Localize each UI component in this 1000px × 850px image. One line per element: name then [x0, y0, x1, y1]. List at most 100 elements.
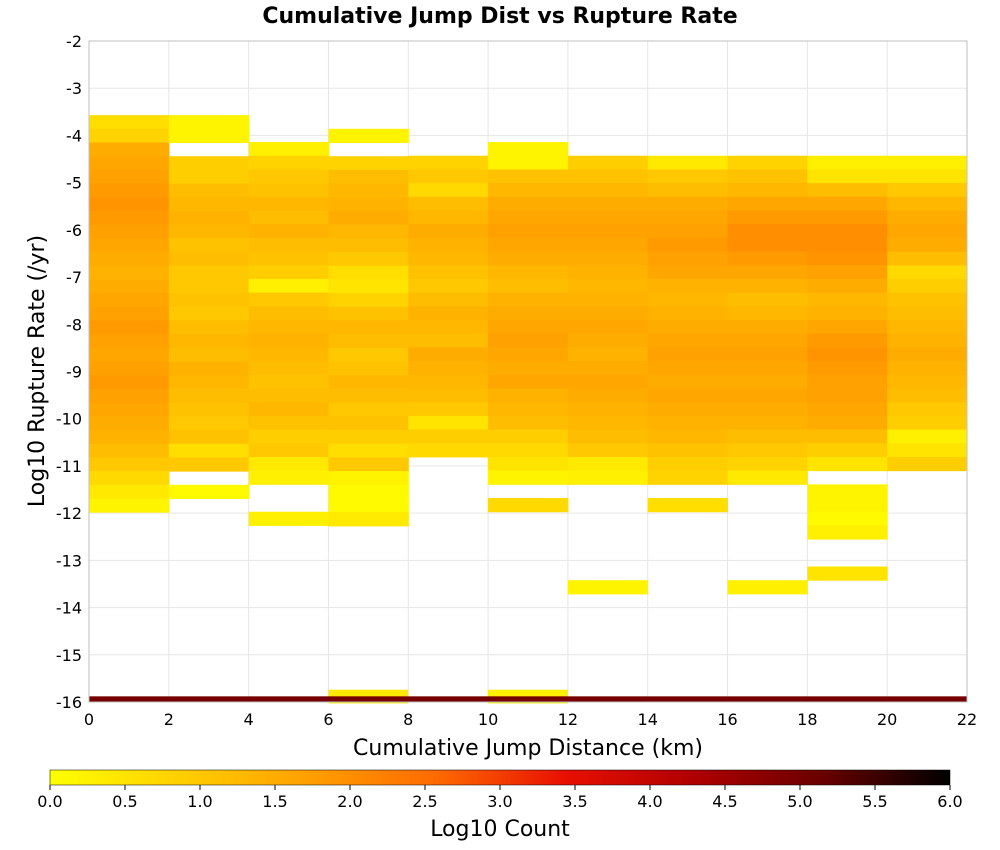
- heatmap-cell: [328, 443, 409, 458]
- heatmap-cell: [168, 457, 250, 472]
- heatmap-cell: [328, 471, 409, 486]
- x-tick-label: 18: [797, 710, 817, 729]
- heatmap-cell: [488, 470, 569, 485]
- heatmap-cell: [488, 278, 569, 294]
- heatmap-cell: [248, 347, 329, 362]
- y-axis-label: Log10 Rupture Rate (/yr): [25, 235, 50, 507]
- heatmap-cell: [408, 374, 489, 389]
- heatmap-cell: [807, 402, 888, 417]
- heatmap-cell: [488, 155, 569, 170]
- heatmap-cell: [488, 142, 569, 157]
- heatmap-cell: [408, 210, 489, 225]
- heatmap-cell: [887, 402, 968, 417]
- heatmap-cell: [647, 402, 729, 417]
- heatmap-cell: [727, 210, 808, 225]
- heatmap-cell: [807, 278, 888, 294]
- heatmap-cell: [567, 265, 649, 280]
- heatmap-cell: [89, 265, 170, 280]
- y-tick-label: -12: [56, 504, 82, 523]
- heatmap-cell: [647, 224, 729, 239]
- heatmap-cell: [328, 183, 409, 198]
- colorbar-tick-label: 4.5: [712, 792, 737, 811]
- heatmap-cell: [567, 361, 649, 376]
- heatmap-cell: [89, 156, 170, 171]
- colorbar-tick-label: 2.0: [337, 792, 362, 811]
- heatmap-cell: [248, 388, 329, 403]
- heatmap-cell: [727, 224, 808, 239]
- heatmap-cell: [248, 456, 329, 472]
- heatmap-cell: [567, 402, 649, 417]
- heatmap-cell: [887, 278, 968, 294]
- heatmap-cell: [248, 292, 329, 307]
- heatmap-cell: [567, 320, 649, 335]
- heatmap-cell: [567, 224, 649, 239]
- colorbar-tick-label: 1.0: [187, 792, 212, 811]
- heatmap-cell: [408, 155, 489, 170]
- heatmap-cell: [328, 498, 409, 513]
- heatmap-cell: [727, 443, 808, 458]
- heatmap-cell: [567, 251, 649, 266]
- y-tick-label: -7: [66, 268, 82, 287]
- heatmap-cell: [248, 251, 329, 266]
- heatmap-cell: [168, 347, 250, 363]
- heatmap-cell: [567, 169, 649, 184]
- heatmap-cell: [727, 388, 808, 403]
- heatmap-cell: [89, 471, 170, 486]
- heatmap-cell: [807, 525, 888, 540]
- heatmap-cell: [647, 278, 729, 294]
- heatmap-cell: [567, 292, 649, 307]
- colorbar-tick-label: 0.5: [112, 792, 137, 811]
- heatmap-cell: [488, 306, 569, 321]
- heatmap-cell: [488, 320, 569, 335]
- heatmap-cell: [727, 415, 808, 431]
- heatmap-cell: [807, 306, 888, 321]
- heatmap-cell: [248, 333, 329, 348]
- heatmap-cell: [887, 320, 968, 335]
- heatmap-cell: [887, 224, 968, 239]
- heatmap-cell: [168, 238, 250, 253]
- heatmap-cell: [567, 388, 649, 403]
- heatmap-cell: [89, 142, 170, 157]
- heatmap-cell: [567, 470, 649, 485]
- heatmap-cell: [488, 292, 569, 307]
- colorbar-tick-label: 5.5: [862, 792, 887, 811]
- heatmap-cell: [328, 334, 409, 349]
- x-tick-label: 12: [558, 710, 578, 729]
- heatmap-cell: [89, 375, 170, 390]
- heatmap-cell: [89, 334, 170, 349]
- heatmap-cell: [887, 292, 968, 307]
- heatmap-cell: [248, 142, 329, 157]
- heatmap-cell: [248, 402, 329, 417]
- heatmap-cell: [647, 374, 729, 389]
- heatmap-cell: [887, 183, 968, 198]
- colorbar-tick-label: 0.0: [37, 792, 62, 811]
- heatmap-cell: [328, 128, 409, 144]
- heatmap-cell: [647, 415, 729, 431]
- heatmap-cell: [168, 265, 250, 280]
- heatmap-cell: [408, 278, 489, 294]
- y-tick-label: -4: [66, 126, 82, 145]
- heatmap-cell: [488, 361, 569, 376]
- heatmap-cell: [328, 484, 409, 500]
- heatmap-cell: [647, 498, 729, 513]
- heatmap-cell: [488, 196, 569, 211]
- heatmap-cell: [328, 265, 409, 280]
- heatmap-cell: [807, 196, 888, 211]
- heatmap-cell: [328, 457, 409, 472]
- heatmap-cell: [807, 320, 888, 335]
- x-tick-labels: 0 2 4 6 8 10 12 14 16 18 20 22: [84, 710, 977, 729]
- heatmap-cell: [408, 415, 489, 431]
- heatmap-cell: [488, 498, 569, 513]
- x-tick-label: 16: [717, 710, 737, 729]
- x-tick-label: 0: [84, 710, 94, 729]
- heatmap-cell: [807, 169, 888, 184]
- heatmap-cell: [89, 293, 170, 308]
- heatmap-cell: [887, 388, 968, 403]
- heatmap-cell: [807, 566, 888, 581]
- heatmap-cell: [887, 237, 968, 253]
- x-tick-label: 14: [638, 710, 658, 729]
- heatmap-cell: [647, 169, 729, 184]
- heatmap-cell: [408, 347, 489, 362]
- heatmap-cell: [408, 443, 489, 458]
- colorbar-tick-label: 4.0: [637, 792, 662, 811]
